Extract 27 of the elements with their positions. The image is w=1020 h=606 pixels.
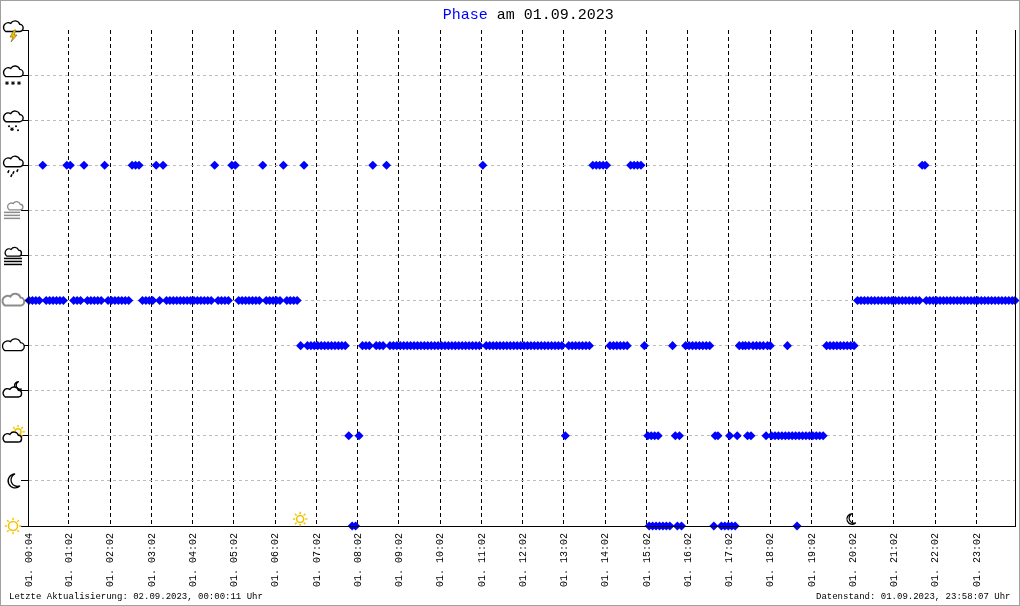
- x-tick-label: 01. 00:04: [24, 533, 36, 588]
- x-tick-label: 01. 05:02: [229, 533, 241, 588]
- x-tick-label: 01. 21:02: [889, 533, 901, 588]
- text: Letzte Aktualisierung: 02.09.2023, 00:00:11 Uhr: [9, 592, 263, 602]
- x-tick-label: 01. 09:02: [394, 533, 406, 588]
- x-tick-label: 01. 23:02: [971, 533, 983, 588]
- x-tick-label: 01. 08:02: [352, 533, 364, 588]
- x-tick-label: 01. 03:02: [146, 533, 158, 588]
- x-tick-label: 01. 10:02: [435, 533, 447, 588]
- x-tick-label: 01. 17:02: [724, 533, 736, 588]
- x-tick-label: 01. 11:02: [476, 533, 488, 588]
- x-tick-label: 01. 20:02: [847, 533, 859, 588]
- chart-title: Phase am 01.09.2023: [442, 7, 614, 25]
- x-tick-label: 01. 04:02: [187, 533, 199, 588]
- x-tick-label: 01. 07:02: [311, 533, 323, 588]
- x-tick-label: 01. 02:02: [105, 533, 117, 588]
- x-tick-label: 01. 13:02: [559, 533, 571, 588]
- x-tick-label: 01. 16:02: [682, 533, 694, 588]
- text: Datenstand: 01.09.2023, 23:58:07 Uhr: [816, 592, 1011, 602]
- x-tick-label: 01. 22:02: [930, 533, 942, 588]
- x-tick-label: 01. 18:02: [765, 533, 777, 588]
- x-tick-label: 01. 06:02: [270, 533, 282, 588]
- x-tick-label: 01. 15:02: [641, 533, 653, 588]
- x-tick-label: 01. 12:02: [517, 533, 529, 588]
- x-tick-label: 01. 19:02: [806, 533, 818, 588]
- x-tick-label: 01. 14:02: [600, 533, 612, 588]
- x-tick-label: 01. 01:02: [64, 533, 76, 588]
